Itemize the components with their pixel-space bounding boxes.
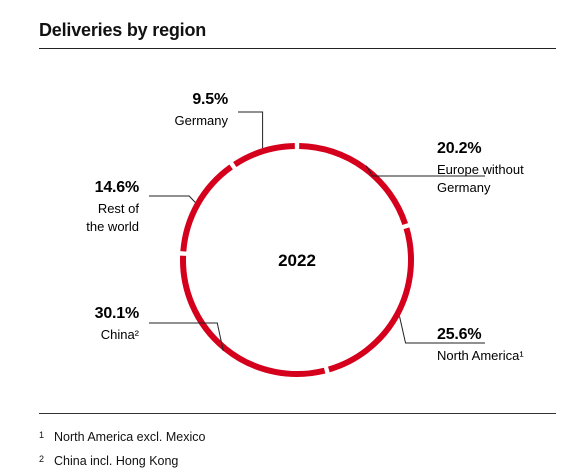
- leader-north-america: [399, 316, 485, 344]
- slice-rest-of-the-world: [180, 164, 233, 252]
- value-label-north-america: 25.6%: [437, 326, 481, 343]
- center-year-label: 2022: [278, 251, 316, 270]
- leader-rest-of-the-world: [149, 195, 196, 203]
- value-label-rest-of-the-world: 14.6%: [95, 179, 139, 196]
- slice-europe-without-germany: [299, 143, 409, 226]
- category-label-germany: Germany: [175, 113, 229, 128]
- slice-china: [180, 255, 326, 377]
- donut-chart: 20.2% Europe without Germany 25.6% North Ame…: [86, 91, 524, 377]
- footnote-1: 1 North America excl. Mexico: [39, 424, 205, 448]
- footnote-2-mark: 2: [39, 454, 45, 464]
- leader-germany: [238, 111, 264, 149]
- category-label-china: China²: [101, 327, 140, 342]
- leader-europe-without-germany: [365, 165, 485, 177]
- footnotes: 1 North America excl. Mexico 2 China incl.…: [39, 424, 205, 472]
- footnote-2-text: China incl. Hong Kong: [54, 454, 179, 468]
- category-label-europe-without-germany-2: Germany: [437, 180, 491, 195]
- footnote-1-text: North America excl. Mexico: [54, 430, 206, 444]
- leader-lines: [149, 111, 485, 351]
- footnote-2: 2 China incl. Hong Kong: [39, 448, 205, 472]
- value-label-china: 30.1%: [95, 305, 139, 322]
- chart-title: Deliveries by region: [39, 20, 207, 40]
- category-label-rest-of-the-world: Rest of: [98, 201, 140, 216]
- slice-germany: [233, 143, 295, 168]
- category-label-europe-without-germany: Europe without: [437, 162, 524, 177]
- footnote-divider: [39, 413, 556, 414]
- slice-north-america: [328, 227, 414, 373]
- footnote-1-mark: 1: [39, 430, 45, 440]
- leader-china: [149, 322, 224, 351]
- category-label-rest-of-the-world-2: the world: [86, 219, 139, 234]
- slice-labels: 20.2% Europe without Germany 25.6% North Ame…: [86, 91, 524, 363]
- donut-ring: [180, 143, 414, 377]
- value-label-europe-without-germany: 20.2%: [437, 140, 481, 157]
- value-label-germany: 9.5%: [192, 91, 228, 108]
- title-divider: [39, 48, 556, 49]
- category-label-north-america: North America¹: [437, 348, 524, 363]
